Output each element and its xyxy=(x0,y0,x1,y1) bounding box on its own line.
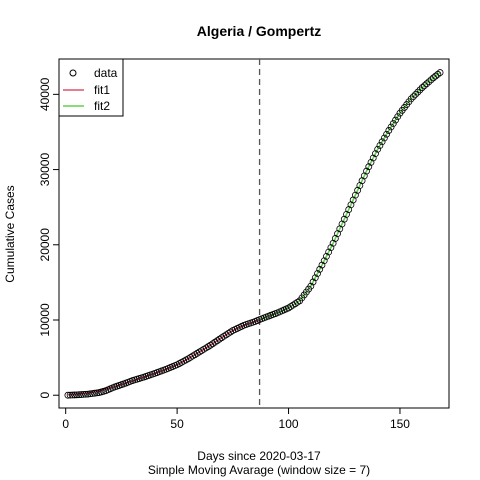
x-tick-label: 0 xyxy=(62,417,69,431)
data-point xyxy=(374,145,382,153)
data-point xyxy=(383,130,391,138)
x-axis: 0 50 100 150 xyxy=(62,408,410,431)
data-point xyxy=(327,244,335,252)
data-point xyxy=(365,163,373,171)
legend-marker-data xyxy=(69,69,77,77)
x-axis-label: Days since 2020-03-17 xyxy=(197,449,321,463)
data-point xyxy=(82,390,90,398)
y-tick-label: 20000 xyxy=(38,228,52,262)
data-point xyxy=(427,76,435,84)
data-point xyxy=(93,389,101,397)
data-point xyxy=(311,274,319,282)
data-point xyxy=(380,134,388,142)
data-point xyxy=(421,82,428,90)
data-point xyxy=(80,390,87,398)
data-point xyxy=(385,127,393,134)
data-point xyxy=(378,138,386,146)
data-point xyxy=(294,298,301,306)
data-point xyxy=(323,252,330,260)
data-point xyxy=(84,390,92,398)
data-point xyxy=(423,80,431,88)
data-point xyxy=(309,278,317,286)
data-point xyxy=(376,142,384,149)
data-point xyxy=(392,116,399,124)
x-tick-label: 100 xyxy=(279,417,299,431)
data-point xyxy=(367,158,375,166)
data-point xyxy=(389,120,397,127)
y-tick-label: 0 xyxy=(38,392,52,399)
data-point xyxy=(369,154,377,162)
data-point xyxy=(414,88,422,96)
y-tick-label: 30000 xyxy=(38,153,52,187)
y-axis-label: Cumulative Cases xyxy=(3,185,17,282)
chart-title: Algeria / Gompertz xyxy=(197,23,321,39)
data-point xyxy=(429,74,437,82)
data-point xyxy=(68,391,76,399)
data-point xyxy=(434,70,442,78)
data-point xyxy=(318,261,326,269)
data-point xyxy=(307,282,315,290)
data-point xyxy=(66,391,74,399)
data-point xyxy=(86,390,94,398)
data-point xyxy=(77,391,85,398)
legend-label-data: data xyxy=(94,66,118,80)
data-point xyxy=(91,389,99,397)
legend-label-fit1: fit1 xyxy=(94,83,110,97)
data-points xyxy=(64,69,444,399)
data-point xyxy=(436,69,444,76)
data-point xyxy=(387,123,395,131)
data-point xyxy=(73,391,81,399)
data-point xyxy=(75,391,83,399)
data-point xyxy=(89,390,96,397)
y-tick-label: 40000 xyxy=(38,77,52,111)
data-point xyxy=(394,113,402,121)
data-point xyxy=(363,167,370,175)
data-point xyxy=(320,257,328,265)
data-point xyxy=(316,265,324,273)
data-point xyxy=(425,78,433,86)
data-point xyxy=(314,270,321,277)
x-axis-sublabel: Simple Moving Avarage (window size = 7) xyxy=(148,463,370,477)
x-tick-label: 150 xyxy=(390,417,410,431)
data-point xyxy=(432,72,440,80)
data-point xyxy=(372,150,379,158)
y-axis: 0 10000 20000 30000 40000 xyxy=(38,77,59,399)
data-point xyxy=(71,391,78,399)
legend: data fit1 fit2 xyxy=(58,58,124,117)
plot-frame xyxy=(58,58,450,409)
data-point xyxy=(64,391,72,399)
legend-label-fit2: fit2 xyxy=(94,99,110,113)
data-point xyxy=(409,93,417,101)
data-point xyxy=(416,86,424,94)
data-point xyxy=(412,90,419,98)
data-point xyxy=(407,95,415,103)
data-point xyxy=(325,248,333,256)
x-tick-label: 50 xyxy=(170,417,184,431)
data-point xyxy=(418,84,426,91)
y-tick-label: 10000 xyxy=(38,303,52,337)
